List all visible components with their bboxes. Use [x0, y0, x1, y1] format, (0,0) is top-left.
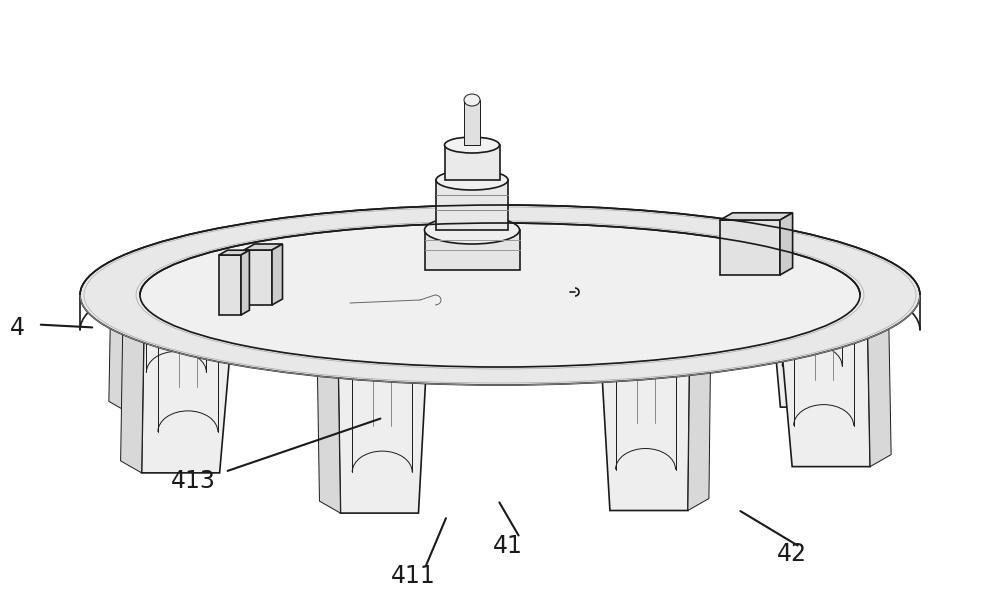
Polygon shape [688, 355, 711, 510]
Polygon shape [241, 250, 249, 315]
Polygon shape [338, 370, 426, 513]
Text: 411: 411 [391, 564, 435, 588]
Ellipse shape [424, 216, 520, 244]
Polygon shape [289, 221, 419, 233]
Polygon shape [464, 100, 480, 145]
Ellipse shape [80, 205, 920, 385]
Polygon shape [759, 313, 889, 325]
Polygon shape [856, 257, 879, 407]
Text: 42: 42 [777, 542, 807, 566]
Polygon shape [720, 213, 793, 220]
Polygon shape [720, 220, 780, 275]
Polygon shape [436, 180, 508, 230]
Ellipse shape [140, 223, 860, 367]
Text: 41: 41 [493, 534, 523, 558]
Polygon shape [219, 250, 249, 255]
Polygon shape [130, 275, 220, 413]
Ellipse shape [436, 170, 508, 190]
Polygon shape [581, 355, 711, 367]
Polygon shape [219, 255, 241, 315]
Polygon shape [768, 269, 858, 407]
Ellipse shape [464, 94, 480, 106]
Polygon shape [747, 257, 877, 269]
Polygon shape [109, 263, 132, 413]
Polygon shape [574, 231, 662, 367]
Polygon shape [602, 367, 690, 510]
Polygon shape [424, 230, 520, 270]
Polygon shape [317, 358, 340, 513]
Polygon shape [553, 219, 683, 231]
Polygon shape [121, 319, 144, 473]
Polygon shape [868, 313, 891, 466]
Polygon shape [142, 331, 232, 473]
Polygon shape [272, 244, 283, 305]
Polygon shape [123, 319, 253, 331]
Text: 4: 4 [10, 316, 24, 340]
Polygon shape [289, 221, 312, 370]
Polygon shape [310, 233, 398, 370]
Polygon shape [660, 219, 683, 367]
Polygon shape [780, 213, 793, 275]
Polygon shape [780, 325, 870, 466]
Polygon shape [444, 145, 500, 180]
Polygon shape [244, 250, 272, 305]
Polygon shape [244, 244, 283, 250]
Polygon shape [317, 358, 447, 370]
Text: 413: 413 [171, 469, 215, 493]
Ellipse shape [444, 137, 500, 153]
Polygon shape [111, 263, 241, 275]
